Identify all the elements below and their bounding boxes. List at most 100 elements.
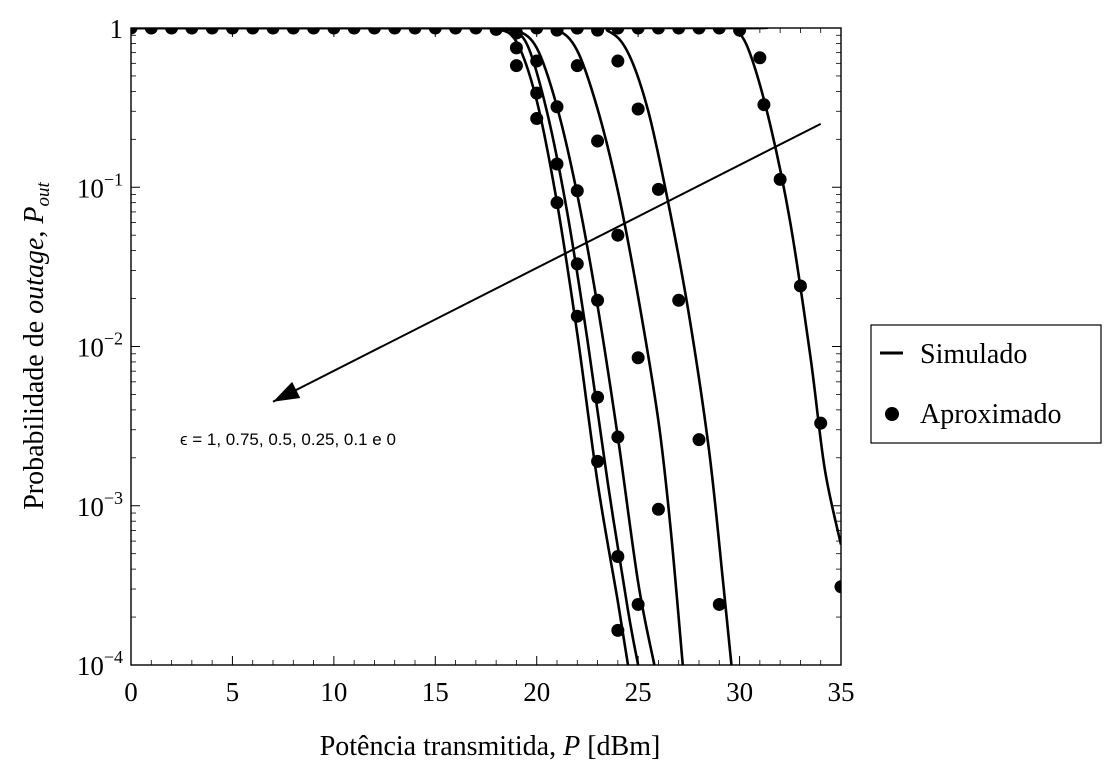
aproximado-point	[530, 28, 544, 35]
annotation-label: ϵ = 1, 0.75, 0.5, 0.25, 0.1 e 0	[180, 430, 396, 449]
aproximado-point	[773, 172, 787, 186]
y-axis-label-sub: out	[33, 182, 54, 207]
y-tick-base: 10	[77, 651, 104, 681]
x-axis-label-var: P	[562, 731, 580, 762]
y-tick-exponent: −2	[104, 329, 123, 349]
x-tick-label: 10	[320, 677, 347, 707]
aproximado-point	[692, 28, 706, 35]
aproximado-point	[591, 134, 605, 148]
aproximado-point	[550, 28, 564, 35]
aproximado-point	[367, 28, 381, 35]
simulado-curve-2	[131, 28, 640, 665]
aproximado-point	[550, 196, 564, 210]
plot-frame	[130, 27, 842, 666]
aproximado-point	[530, 86, 544, 100]
y-axis-label-sep: ,	[19, 224, 50, 238]
y-tick-label: 1	[110, 14, 124, 44]
x-tick-label: 35	[828, 677, 855, 707]
aproximado-point	[509, 59, 523, 73]
aproximado-point	[205, 28, 219, 35]
x-tick-label: 20	[523, 677, 550, 707]
aproximado-point	[692, 433, 706, 447]
aproximado-point	[733, 28, 747, 37]
aproximado-point	[286, 28, 300, 35]
aproximado-point	[651, 502, 665, 516]
x-tick-label: 15	[422, 677, 449, 707]
aproximado-point	[757, 98, 771, 112]
y-tick-label: 10−2	[77, 329, 123, 363]
aproximado-point	[611, 550, 625, 564]
y-tick-label: 10−3	[77, 488, 123, 522]
x-tick-label: 25	[625, 677, 652, 707]
x-axis-label: Potência transmitida, P [dBm]	[320, 731, 661, 762]
x-axis-label-unit: [dBm]	[580, 731, 660, 762]
y-tick-label: 10−4	[77, 647, 123, 681]
aproximado-point	[570, 28, 584, 35]
aproximado-point	[631, 102, 645, 116]
aproximado-point	[225, 28, 239, 35]
aproximado-point	[631, 28, 645, 35]
y-tick-label: 10−1	[77, 169, 123, 203]
simulado-curve-3	[131, 28, 656, 665]
simulado-curve-4	[131, 28, 685, 665]
aproximado-point	[327, 28, 341, 35]
aproximado-point	[611, 228, 625, 242]
aproximado-point	[631, 351, 645, 365]
simulado-curve-6	[131, 28, 841, 545]
aproximado-point	[570, 59, 584, 73]
aproximado-point	[591, 28, 605, 35]
aproximado-point	[449, 28, 463, 35]
aproximado-point	[246, 28, 260, 35]
aproximado-point	[550, 100, 564, 114]
aproximado-point	[388, 28, 402, 35]
legend-box	[870, 324, 1102, 444]
y-axis-label: Probabilidade de outage, Pout	[19, 182, 54, 510]
aproximado-point	[814, 416, 828, 430]
aproximado-point	[266, 28, 280, 35]
aproximado-point	[570, 257, 584, 271]
aproximado-point	[712, 28, 726, 35]
simulado-curve-5	[131, 28, 733, 665]
annotation-layer: ϵ = 1, 0.75, 0.5, 0.25, 0.1 e 0	[180, 122, 822, 449]
annotation-arrow-shaft	[272, 122, 822, 403]
aproximado-point	[591, 454, 605, 468]
aproximado-point	[144, 28, 158, 35]
aproximado-point	[753, 51, 767, 65]
y-tick-base: 1	[110, 14, 124, 44]
y-axis-label-prefix: Probabilidade de	[19, 314, 50, 510]
x-tick-label: 30	[726, 677, 753, 707]
aproximado-point	[131, 28, 138, 35]
aproximado-point	[509, 28, 523, 40]
aproximado-point	[570, 309, 584, 323]
aproximado-point	[631, 597, 645, 611]
aproximado-point	[591, 293, 605, 307]
aproximado-point	[793, 279, 807, 293]
aproximado-point	[347, 28, 361, 35]
aproximado-point	[530, 54, 544, 68]
aproximado-point	[834, 580, 841, 594]
aproximado-point	[570, 184, 584, 198]
aproximado-point	[672, 28, 686, 35]
aproximado-point	[712, 597, 726, 611]
y-axis-label-italic: outage	[19, 238, 50, 314]
y-tick-exponent: −1	[104, 169, 123, 189]
aproximado-point	[185, 28, 199, 35]
x-tick-label: 5	[226, 677, 240, 707]
aproximado-point	[165, 28, 179, 35]
y-tick-exponent: −3	[104, 488, 123, 508]
aproximado-point	[530, 112, 544, 126]
y-tick-exponent: −4	[104, 647, 123, 667]
aproximado-point	[611, 28, 625, 35]
aproximado-point	[469, 28, 483, 35]
aproximado-point	[611, 430, 625, 444]
points-layer	[131, 28, 841, 637]
y-tick-base: 10	[77, 173, 104, 203]
aproximado-point	[591, 390, 605, 404]
legend-label-aproximado: Aproximado	[920, 399, 1062, 430]
y-axis-label-var: P	[19, 207, 50, 225]
legend-dot-marker	[885, 407, 899, 421]
aproximado-point	[550, 157, 564, 171]
curves-layer	[131, 28, 841, 665]
